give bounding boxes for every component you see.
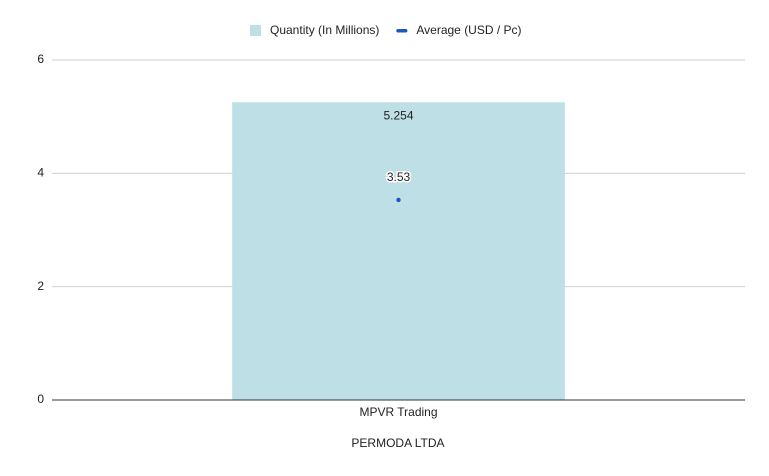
- legend-swatch: [396, 29, 408, 33]
- bar: [232, 102, 565, 401]
- data-label: 3.53: [387, 170, 411, 184]
- legend-swatch: [250, 25, 261, 36]
- legend-label: Quantity (In Millions): [270, 23, 379, 37]
- x-axis-title: PERMODA LTDA: [351, 436, 444, 450]
- y-tick-label: 2: [37, 279, 44, 293]
- x-tick-label: MPVR Trading: [359, 405, 437, 419]
- legend-label: Average (USD / Pc): [416, 23, 521, 37]
- line-point: [396, 197, 401, 203]
- y-tick-label: 0: [37, 392, 44, 406]
- data-label: 5.254: [383, 108, 413, 122]
- y-tick-label: 4: [37, 166, 44, 180]
- y-tick-label: 6: [37, 52, 44, 66]
